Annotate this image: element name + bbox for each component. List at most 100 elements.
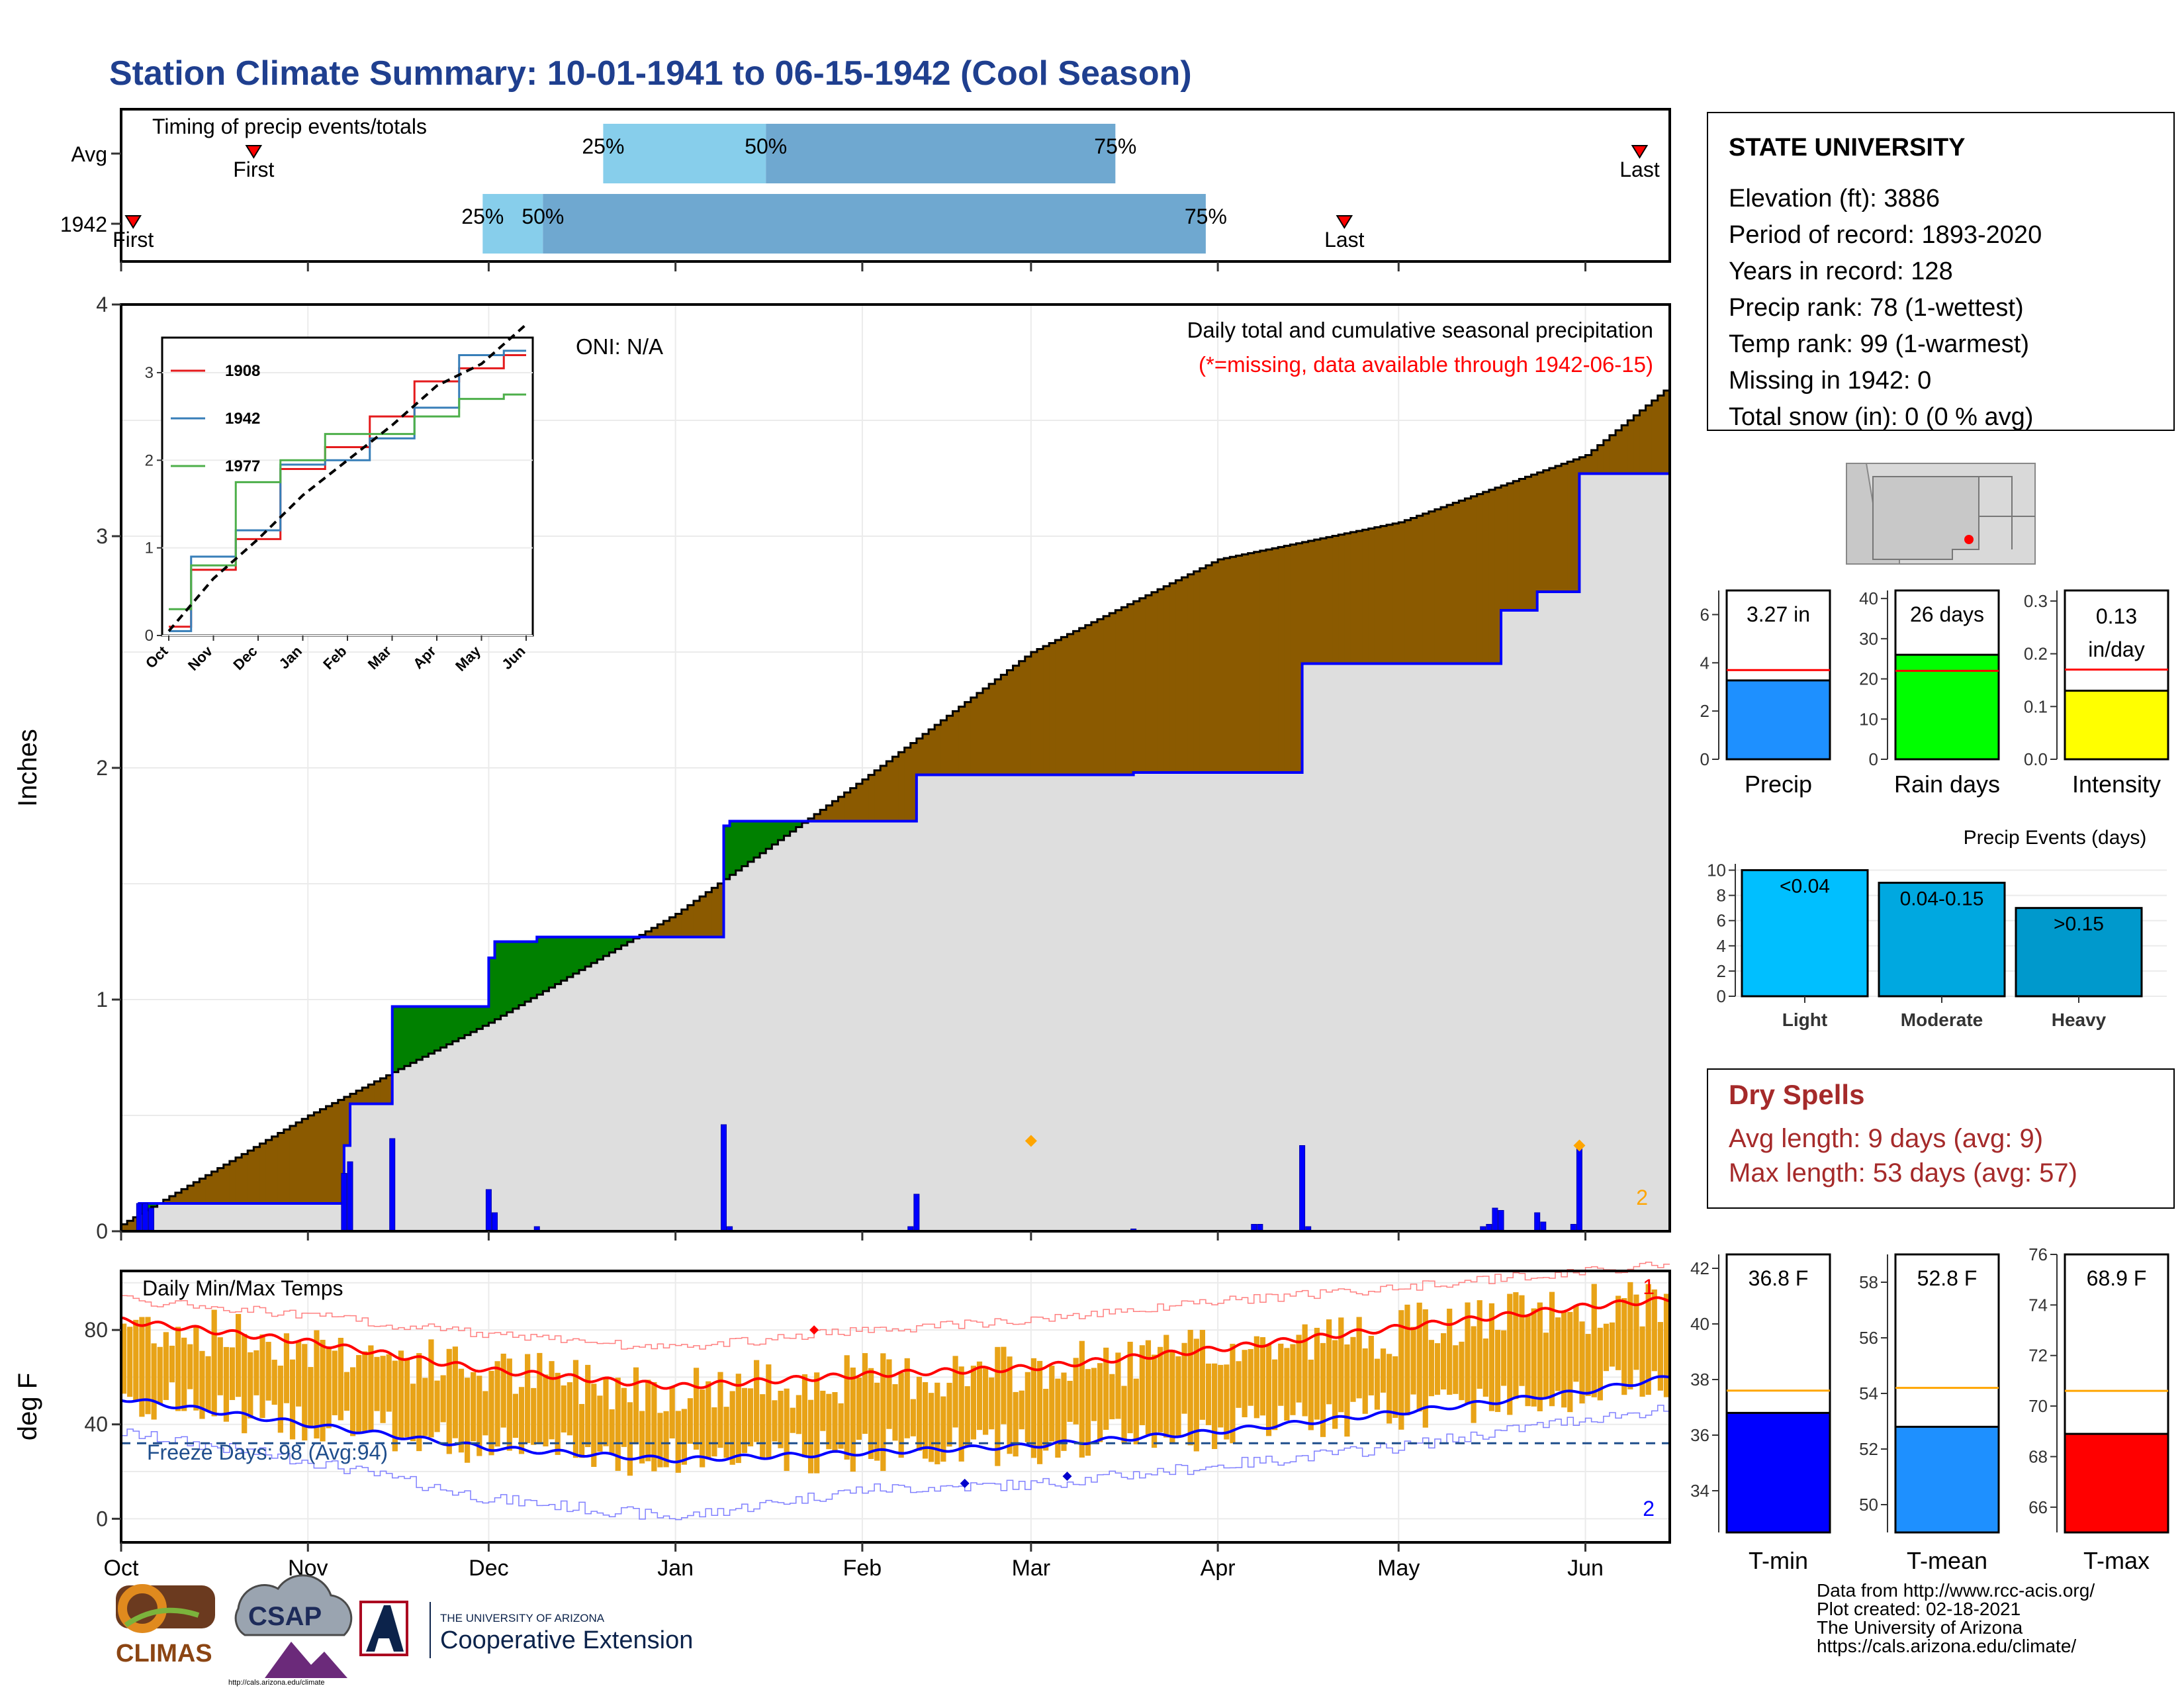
record-high-line (121, 1262, 1670, 1350)
below-average-fill (1036, 649, 1044, 775)
daily-temp-bar (1091, 1368, 1097, 1421)
below-average-fill (1326, 537, 1333, 664)
below-average-fill (163, 1199, 170, 1203)
daily-temp-bar (1332, 1340, 1338, 1429)
precip-event-bar-label: >0.15 (2054, 914, 2104, 935)
below-average-fill (320, 1109, 327, 1203)
below-average-fill (181, 1189, 188, 1203)
below-average-fill (1543, 470, 1550, 592)
summary-rain-days-ytick-label: 10 (1859, 709, 1878, 729)
below-average-fill (1218, 559, 1224, 773)
station-info-line: Years in record: 128 (1729, 258, 1953, 285)
dry-spells-frame (1707, 1068, 2175, 1209)
precip-annotation: Daily total and cumulative seasonal prec… (1187, 318, 1653, 342)
below-average-fill (1657, 395, 1664, 474)
daily-temp-bar (1603, 1323, 1610, 1372)
daily-temp-bar (639, 1411, 645, 1464)
footer-credits: Data from http://www.rcc-acis.org/ Plot … (1817, 1580, 2095, 1656)
daily-temp-bar (983, 1368, 989, 1435)
daily-temp-bar (555, 1372, 561, 1455)
temp-t-mean-ytick-label: 52 (1859, 1439, 1878, 1459)
above-average-fill (477, 1006, 483, 1029)
extreme-precip-marker (1573, 1139, 1586, 1152)
daily-temp-bar (386, 1354, 392, 1412)
below-average-fill (886, 761, 893, 821)
below-average-fill (1248, 553, 1255, 773)
above-average-fill (525, 941, 531, 1002)
daily-temp-bar (368, 1345, 374, 1430)
above-average-fill (578, 937, 586, 970)
below-average-fill (235, 1157, 242, 1203)
timing-panel-title: Timing of precip events/totals (152, 115, 427, 138)
below-average-fill (121, 1224, 128, 1231)
below-average-fill (958, 706, 966, 775)
below-average-fill (1597, 445, 1604, 474)
temp-t-mean-category-label: T-mean (1907, 1547, 1987, 1574)
record-high-count: 1 (1643, 1275, 1655, 1299)
timing-bar-q25-q50 (603, 124, 766, 183)
precip-event-category: Light (1782, 1009, 1827, 1030)
daily-temp-bar (308, 1367, 314, 1429)
daily-temp-bar (1441, 1333, 1447, 1390)
daily-temp-bar (1259, 1336, 1266, 1416)
daily-temp-bar (471, 1372, 477, 1442)
below-average-fill (946, 716, 954, 775)
daily-temp-bar (651, 1382, 657, 1472)
below-average-fill (1477, 494, 1484, 664)
above-average-fill (537, 937, 543, 995)
below-average-fill (657, 924, 664, 937)
timing-row-label: Avg (71, 142, 107, 166)
daily-temp-bar (163, 1332, 169, 1400)
freeze-days-label: Freeze Days: 98 (Avg:94) (147, 1440, 388, 1464)
month-tick-label: Jun (1567, 1556, 1604, 1581)
below-average-fill (296, 1122, 302, 1203)
above-average-fill (145, 1203, 152, 1211)
daily-temp-bar (1639, 1326, 1645, 1397)
above-average-fill (591, 937, 598, 963)
daily-precip-bar (136, 1203, 142, 1232)
above-average-fill (754, 821, 760, 858)
precip-event-bar-label: 0.04-0.15 (1900, 888, 1984, 910)
daily-temp-bar (428, 1339, 434, 1438)
below-average-fill (326, 1106, 333, 1203)
summary-rain-days-ytick-label: 40 (1859, 588, 1878, 608)
above-average-fill (488, 958, 496, 1023)
below-average-fill (711, 888, 719, 937)
above-average-fill (518, 941, 525, 1006)
daily-temp-bar (572, 1360, 579, 1458)
below-average-fill (127, 1221, 134, 1231)
summary-rain-days-ytick-label: 20 (1859, 669, 1878, 689)
daily-temp-bar (1030, 1358, 1037, 1458)
daily-temp-bar (1175, 1356, 1181, 1436)
below-average-fill (1362, 530, 1369, 664)
below-average-fill (1663, 391, 1670, 474)
below-average-fill (1205, 565, 1212, 773)
daily-temp-bar (356, 1355, 362, 1434)
below-average-fill (681, 909, 688, 937)
below-average-fill (964, 702, 972, 775)
daily-temp-bar (892, 1384, 898, 1441)
daily-temp-bar (844, 1355, 850, 1460)
below-average-fill (1392, 523, 1399, 664)
daily-temp-bar (766, 1364, 772, 1458)
below-average-fill (223, 1164, 230, 1203)
below-average-fill (242, 1154, 248, 1203)
below-average-fill (868, 774, 875, 821)
daily-temp-bar (1073, 1358, 1079, 1425)
csap-cloud-icon (234, 1574, 353, 1636)
daily-temp-bar (1242, 1350, 1248, 1417)
precip-corner-count: 2 (1636, 1186, 1648, 1209)
daily-temp-bar (561, 1385, 567, 1432)
below-average-fill (1151, 592, 1158, 773)
daily-temp-bar (1657, 1322, 1663, 1391)
daily-temp-bar (910, 1399, 916, 1436)
daily-temp-bar (271, 1360, 277, 1405)
below-average-fill (862, 779, 869, 821)
below-average-fill (1627, 420, 1634, 474)
inset-ytick-label: 0 (145, 627, 154, 645)
daily-temp-bar (1043, 1389, 1049, 1451)
temp-t-min-bar (1725, 1411, 1831, 1534)
daily-temp-bar (446, 1348, 452, 1454)
temp-plot-frame (120, 1270, 1671, 1544)
average-min-line (120, 1375, 1670, 1464)
